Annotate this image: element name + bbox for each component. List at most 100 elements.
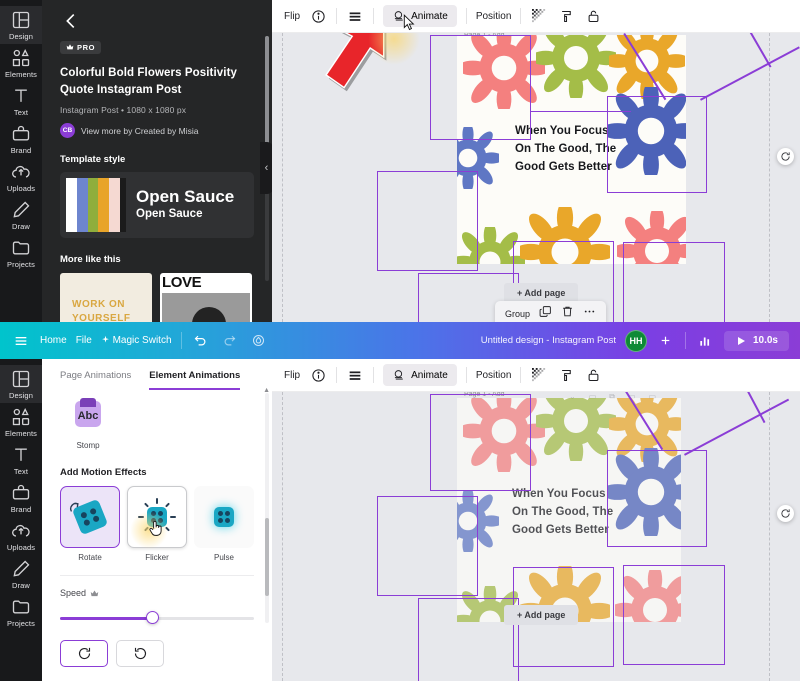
sidebar-item-design[interactable]: Design — [0, 365, 42, 403]
quote-text[interactable]: When You Focus On The Good, The Good Get… — [515, 123, 616, 176]
play-preview-button[interactable]: 10.0s — [723, 330, 789, 351]
selection-box[interactable] — [418, 598, 519, 681]
effect-card-rotate[interactable] — [60, 486, 120, 548]
replay-reverse-button[interactable] — [116, 640, 164, 667]
sidebar-item-projects[interactable]: Projects — [0, 593, 42, 631]
transparency-button[interactable] — [530, 366, 548, 384]
list-button[interactable] — [346, 366, 364, 384]
insights-button[interactable] — [695, 331, 715, 351]
slider-knob[interactable] — [146, 611, 160, 624]
cloud-save-button[interactable] — [249, 331, 269, 351]
menu-button[interactable] — [11, 331, 31, 351]
tab-page-animations[interactable]: Page Animations — [60, 370, 132, 381]
animate-button[interactable]: Animate — [383, 5, 457, 27]
flip-button[interactable]: Flip — [284, 369, 301, 381]
lock-page-icon[interactable]: ▭ — [627, 392, 636, 401]
replay-forward-button[interactable] — [60, 640, 108, 667]
tab-element-animations[interactable]: Element Animations — [149, 370, 241, 390]
animate-button[interactable]: Animate — [383, 364, 457, 386]
list-button[interactable] — [346, 7, 364, 25]
file-menu[interactable]: File — [75, 335, 92, 346]
undo-button[interactable] — [191, 331, 211, 351]
flower-blue-left[interactable] — [457, 485, 504, 557]
selection-box[interactable] — [623, 242, 725, 322]
template-style-card[interactable]: Open Sauce Open Sauce — [60, 172, 254, 239]
selection-box[interactable] — [623, 565, 725, 665]
effect-card-flicker[interactable] — [127, 486, 187, 549]
flip-button[interactable]: Flip — [284, 10, 301, 22]
quote-text[interactable]: When You Focus On The Good, The Good Get… — [512, 486, 613, 539]
redo-button[interactable] — [220, 331, 240, 351]
position-button[interactable]: Position — [475, 369, 512, 381]
selection-box[interactable] — [607, 96, 707, 193]
add-page-button[interactable]: + Add page — [504, 283, 579, 303]
sidebar-item-draw[interactable]: Draw — [0, 555, 42, 593]
flower-green-top[interactable] — [530, 398, 622, 467]
sidebar-item-uploads[interactable]: Uploads — [0, 158, 42, 196]
back-button[interactable] — [60, 10, 82, 32]
lock-button[interactable] — [584, 7, 602, 25]
template-thumbnail[interactable]: WORK ON YOURSELF — [60, 273, 152, 322]
artboard-top[interactable]: When You Focus On The Good, The Good Get… — [457, 35, 686, 264]
sidebar-item-draw[interactable]: Draw — [0, 196, 42, 234]
scrollbar-thumb[interactable] — [265, 518, 269, 596]
speed-slider[interactable] — [60, 611, 254, 624]
magic-switch-button[interactable]: Magic Switch — [101, 335, 172, 346]
transparency-button[interactable] — [530, 7, 548, 25]
delete-button[interactable] — [561, 305, 574, 322]
home-menu[interactable]: Home — [40, 335, 67, 346]
selection-box[interactable] — [513, 241, 614, 322]
color-picker-button[interactable] — [557, 366, 575, 384]
position-button[interactable]: Position — [475, 10, 512, 22]
sidebar-item-text[interactable]: Text — [0, 441, 42, 479]
sidebar-item-elements[interactable]: Elements — [0, 403, 42, 441]
panel-scrollbar[interactable] — [265, 393, 269, 623]
flower-blue-right[interactable] — [600, 441, 681, 543]
selection-box[interactable] — [377, 171, 478, 271]
lock-button[interactable] — [584, 366, 602, 384]
template-author-link[interactable]: CB View more by Created by Misia — [60, 123, 254, 139]
scroll-up-caret[interactable]: ▲ — [263, 387, 270, 394]
artboard-bottom[interactable]: When You Focus On The Good, The Good Get… — [457, 398, 681, 622]
color-picker-button[interactable] — [557, 7, 575, 25]
flower-orange-bottom[interactable] — [513, 200, 617, 264]
flower-orange-topright[interactable] — [603, 35, 686, 105]
scrollbar-thumb[interactable] — [265, 36, 269, 191]
design-canvas-bottom[interactable]: Page 1 - Add ⌄ ▭ ⧉ ▭ ▭ — [272, 392, 800, 681]
selection-box[interactable] — [430, 35, 531, 140]
duplicate-button[interactable] — [539, 305, 552, 322]
info-button[interactable] — [309, 366, 327, 384]
info-button[interactable] — [309, 7, 327, 25]
selection-box[interactable] — [430, 394, 531, 491]
duplicate-page-icon[interactable]: ▭ — [588, 392, 597, 401]
sidebar-item-uploads[interactable]: Uploads — [0, 517, 42, 555]
magic-icon[interactable]: ⌄ — [569, 392, 576, 401]
flower-green-bottomleft[interactable] — [457, 222, 530, 264]
more-page-icon[interactable]: ▭ — [648, 392, 657, 401]
design-canvas-top[interactable]: Page 1 - Add ⌄ ▭ ⧉ ▭ ▭ — [272, 33, 800, 322]
selection-box[interactable] — [607, 450, 707, 547]
sidebar-item-design[interactable]: Design — [0, 6, 42, 44]
flower-pink-topleft[interactable] — [457, 398, 551, 478]
more-options-button[interactable] — [583, 305, 596, 322]
template-thumbnail[interactable]: LOVE NATURE — [160, 273, 252, 322]
sidebar-item-brand[interactable]: Brand — [0, 120, 42, 158]
flower-pink-topleft[interactable] — [457, 35, 551, 115]
rotate-handle[interactable] — [777, 148, 794, 165]
group-button[interactable]: Group — [505, 309, 531, 319]
selection-box[interactable] — [377, 496, 478, 596]
flower-pink-bottomright[interactable] — [611, 205, 686, 264]
add-page-button[interactable]: + Add page — [504, 605, 579, 625]
effect-card-pulse[interactable] — [194, 486, 254, 548]
avatar[interactable]: HH — [624, 329, 647, 352]
page-quick-actions[interactable]: ⌄ ▭ ⧉ ▭ ▭ — [569, 392, 656, 402]
sidebar-item-projects[interactable]: Projects — [0, 234, 42, 272]
rotate-handle[interactable] — [777, 505, 794, 522]
copy-page-icon[interactable]: ⧉ — [609, 392, 615, 401]
add-collaborator-button[interactable] — [656, 331, 676, 351]
flower-blue-right[interactable] — [600, 80, 686, 182]
collapse-panel-button[interactable] — [260, 142, 272, 194]
sidebar-item-elements[interactable]: Elements — [0, 44, 42, 82]
document-title[interactable]: Untitled design - Instagram Post — [480, 335, 616, 346]
flower-blue-left[interactable] — [457, 122, 504, 194]
